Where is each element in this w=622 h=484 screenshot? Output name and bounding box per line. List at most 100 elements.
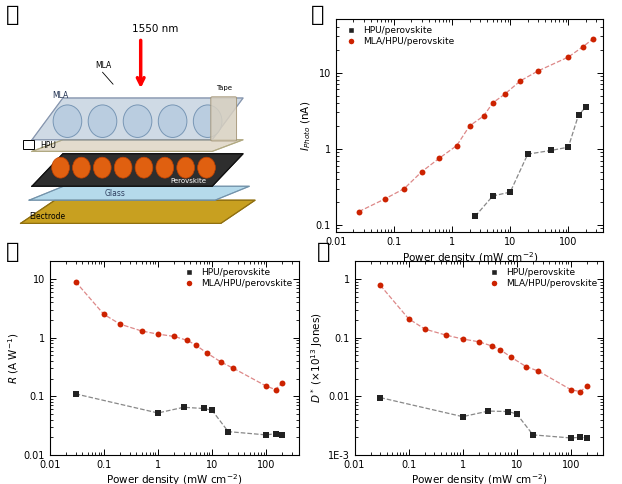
Point [223,428,233,436]
Point [271,430,281,438]
Point [533,67,543,75]
Point [153,409,163,417]
Point [573,111,583,119]
Point [575,388,585,395]
Point [198,405,208,412]
Point [546,147,556,154]
Point [207,406,217,414]
Point [115,320,125,328]
Y-axis label: $D^*$ ($\times$10$^{13}$ Jones): $D^*$ ($\times$10$^{13}$ Jones) [309,313,325,404]
Ellipse shape [88,105,117,137]
Point [442,332,452,339]
X-axis label: Power density (mW cm$^{-2}$): Power density (mW cm$^{-2}$) [402,250,537,266]
Text: 1550 nm: 1550 nm [132,24,178,34]
Point [564,53,573,61]
Y-axis label: $I_{Photo}$ (nA): $I_{Photo}$ (nA) [299,101,313,151]
Point [70,390,80,398]
Point [465,122,475,130]
Point [521,363,531,371]
Point [261,382,271,390]
Point [488,192,498,200]
Point [277,431,287,439]
Ellipse shape [53,105,81,137]
Point [503,408,513,415]
Point [191,341,201,349]
Point [404,315,414,323]
X-axis label: Power density (mW cm$^{-2}$): Power density (mW cm$^{-2}$) [411,472,547,484]
Point [575,434,585,441]
Text: Glass: Glass [104,189,126,198]
Polygon shape [32,154,243,186]
Ellipse shape [156,157,174,178]
Point [516,77,526,85]
FancyBboxPatch shape [211,97,236,141]
Point [202,349,211,357]
Polygon shape [32,140,243,151]
Ellipse shape [114,157,132,178]
Point [399,185,409,193]
Point [522,150,532,158]
Point [564,143,573,151]
Point [182,336,192,344]
Point [375,394,385,402]
Point [496,346,506,354]
Polygon shape [32,98,243,140]
Text: 가: 가 [6,5,20,25]
Ellipse shape [193,105,222,137]
Point [380,195,390,203]
Point [271,386,281,393]
Point [99,310,109,318]
Point [169,333,179,340]
Point [528,431,538,439]
Point [228,364,238,372]
Ellipse shape [158,105,187,137]
Text: 나: 나 [311,5,325,25]
Point [434,154,444,162]
Polygon shape [21,200,255,224]
Point [179,403,188,411]
Point [458,335,468,343]
Ellipse shape [123,105,152,137]
Ellipse shape [93,157,111,178]
Point [588,35,598,43]
Ellipse shape [177,157,195,178]
Point [137,327,147,335]
Point [474,338,484,346]
Point [488,99,498,107]
Point [499,91,509,98]
Point [277,379,287,387]
Point [566,386,576,393]
Point [375,282,385,289]
Point [581,104,591,111]
Text: HPU: HPU [40,141,57,150]
X-axis label: Power density (mW cm$^{-2}$): Power density (mW cm$^{-2}$) [106,472,242,484]
Point [487,342,497,350]
Text: MLA: MLA [95,61,111,70]
Polygon shape [29,186,249,200]
Text: 다: 다 [6,242,20,262]
Point [417,168,427,176]
Text: MLA: MLA [52,91,68,100]
Point [216,359,226,366]
Point [452,142,462,150]
Point [354,208,364,215]
Point [70,278,80,286]
Point [483,407,493,415]
Legend: HPU/perovskite, MLA/HPU/perovskite: HPU/perovskite, MLA/HPU/perovskite [340,24,456,48]
Point [582,434,592,442]
Point [470,212,480,220]
Ellipse shape [135,157,153,178]
Point [533,367,543,375]
Ellipse shape [52,157,70,178]
Point [582,382,592,390]
Text: Tape: Tape [216,85,231,91]
Point [566,434,576,442]
Ellipse shape [73,157,90,178]
Legend: HPU/perovskite, MLA/HPU/perovskite: HPU/perovskite, MLA/HPU/perovskite [483,266,599,290]
Point [153,330,163,338]
Point [505,188,515,196]
Bar [24,140,34,149]
Point [458,413,468,421]
Point [420,325,430,333]
Point [506,354,516,362]
